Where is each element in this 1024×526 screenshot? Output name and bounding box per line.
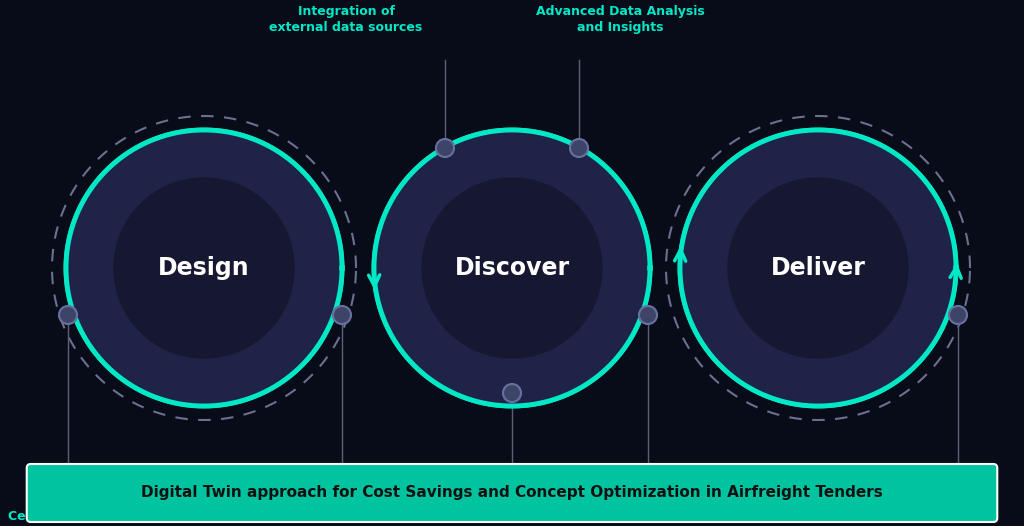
Circle shape <box>949 306 967 324</box>
Text: Advanced Data Analysis
and Insights: Advanced Data Analysis and Insights <box>537 5 705 34</box>
Circle shape <box>68 132 340 404</box>
Text: Data-driven
Negotiation
Strategies: Data-driven Negotiation Strategies <box>666 510 748 526</box>
Text: Design: Design <box>158 256 250 280</box>
Circle shape <box>503 384 521 402</box>
Text: Reusable Data
Models: Reusable Data Models <box>461 510 563 526</box>
Text: Scenario
Analysis: Scenario Analysis <box>922 510 983 526</box>
Circle shape <box>639 306 657 324</box>
Circle shape <box>59 306 77 324</box>
Text: Digital Twin approach for Cost Savings and Concept Optimization in Airfreight Te: Digital Twin approach for Cost Savings a… <box>141 485 883 501</box>
Circle shape <box>114 178 294 358</box>
Text: Increased Network
Transparency: Increased Network Transparency <box>212 510 345 526</box>
Text: Integration of
external data sources: Integration of external data sources <box>269 5 423 34</box>
Text: Discover: Discover <box>455 256 569 280</box>
Circle shape <box>376 132 648 404</box>
Circle shape <box>682 132 954 404</box>
Circle shape <box>436 139 454 157</box>
Circle shape <box>333 306 351 324</box>
Circle shape <box>422 178 602 358</box>
FancyBboxPatch shape <box>27 464 997 522</box>
Text: Deliver: Deliver <box>771 256 865 280</box>
Text: Centralized Data
Management: Centralized Data Management <box>8 510 125 526</box>
Circle shape <box>728 178 908 358</box>
Circle shape <box>570 139 588 157</box>
